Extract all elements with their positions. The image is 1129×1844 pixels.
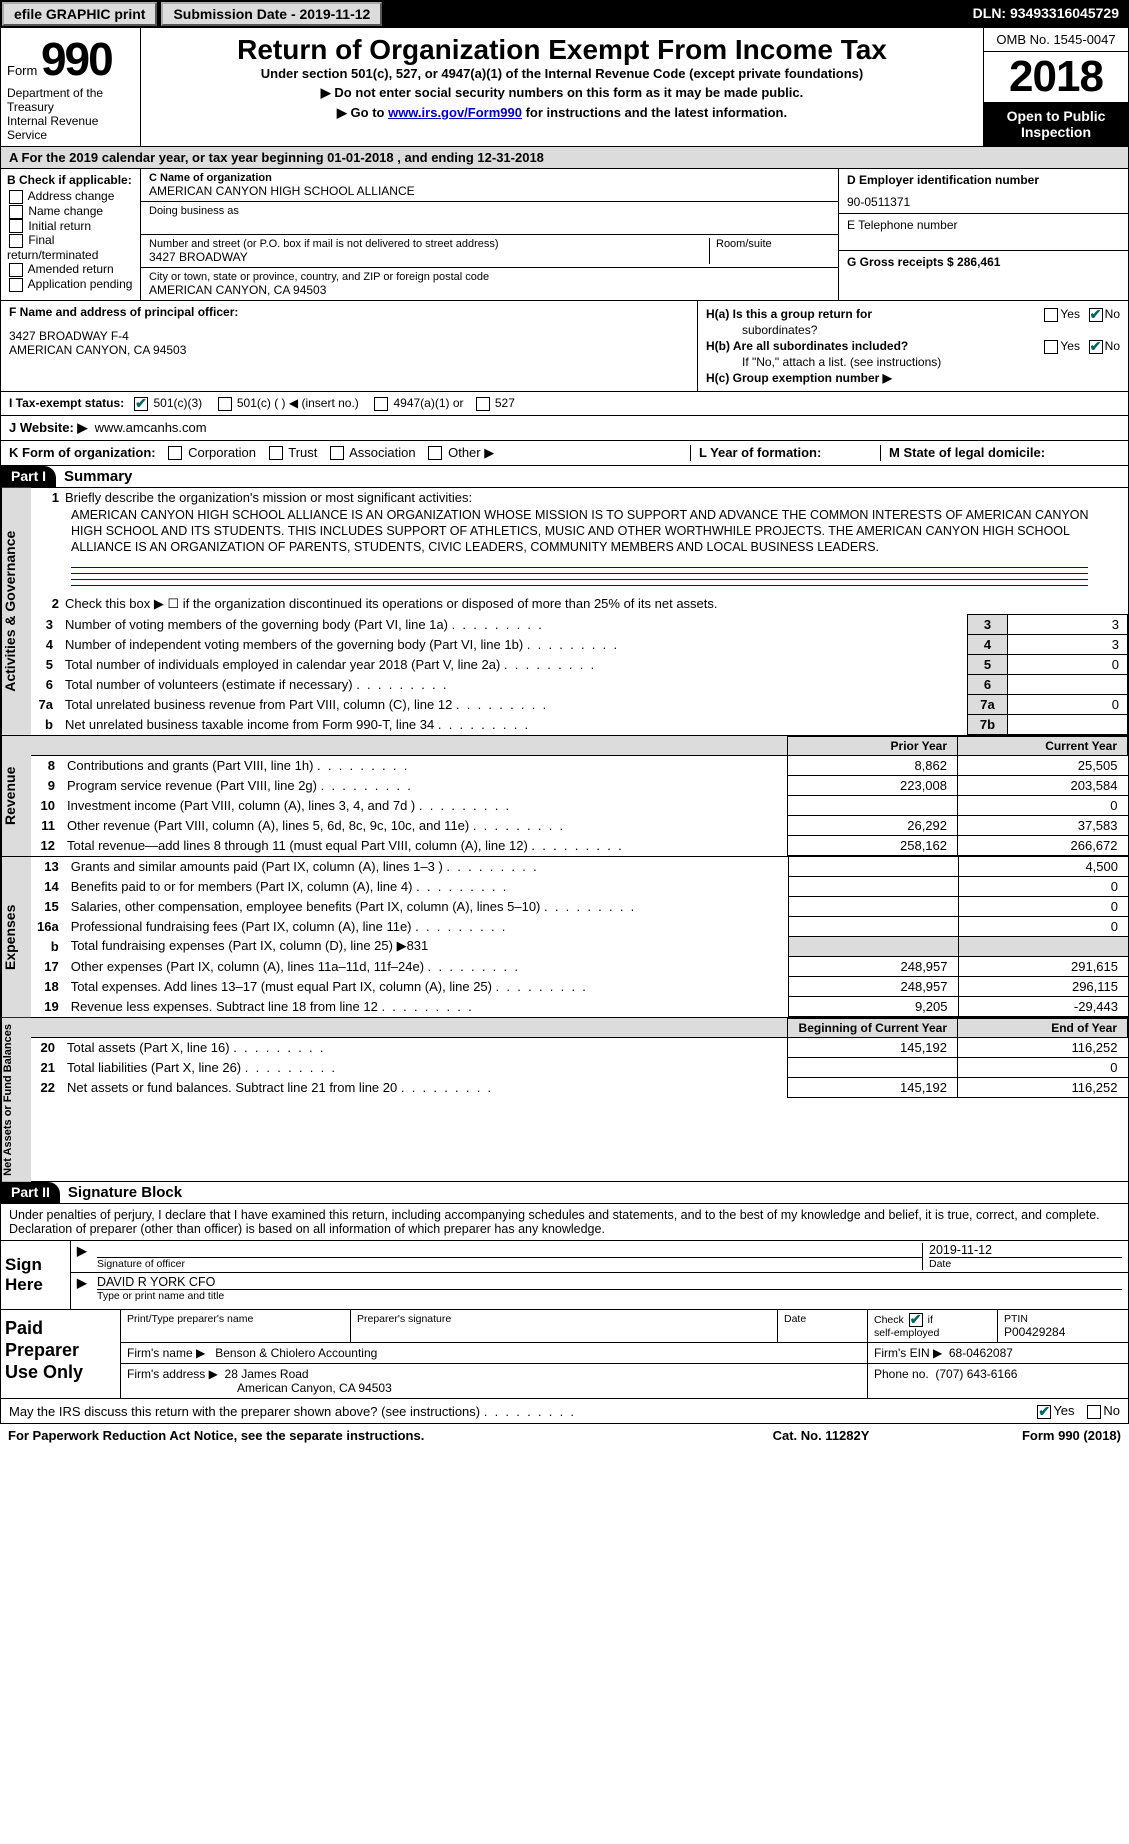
paid-preparer-section: Paid Preparer Use Only Print/Type prepar… — [0, 1310, 1129, 1399]
f-h-row: F Name and address of principal officer:… — [0, 301, 1129, 392]
gross-receipts: G Gross receipts $ 286,461 — [847, 255, 1000, 269]
vtab-governance: Activities & Governance — [1, 488, 31, 735]
submission-date-button[interactable]: Submission Date - 2019-11-12 — [161, 2, 382, 26]
firm-addr2: American Canyon, CA 94503 — [127, 1381, 861, 1395]
discuss-yes-checkbox[interactable] — [1037, 1405, 1051, 1419]
application-pending-checkbox[interactable] — [9, 278, 23, 292]
officer-addr2: AMERICAN CANYON, CA 94503 — [9, 343, 689, 357]
open-inspection: Open to Public Inspection — [984, 102, 1128, 146]
col-b-checkboxes: B Check if applicable: Address change Na… — [1, 169, 141, 300]
firm-phone: (707) 643-6166 — [935, 1367, 1017, 1381]
501c-checkbox[interactable] — [218, 397, 232, 411]
initial-return-checkbox[interactable] — [9, 219, 23, 233]
tax-exempt-status-row: I Tax-exempt status: 501(c)(3) 501(c) ( … — [0, 392, 1129, 416]
firm-addr1: 28 James Road — [225, 1367, 309, 1381]
may-irs-discuss-row: May the IRS discuss this return with the… — [0, 1399, 1129, 1424]
goto-post: for instructions and the latest informat… — [522, 105, 787, 120]
dba-label: Doing business as — [149, 205, 830, 217]
city-state-zip: AMERICAN CANYON, CA 94503 — [149, 283, 830, 297]
expenses-table: 13Grants and similar amounts paid (Part … — [31, 857, 1128, 1017]
dln-label: DLN: 93493316045729 — [963, 0, 1129, 28]
officer-addr1: 3427 BROADWAY F-4 — [9, 329, 689, 343]
irs-link[interactable]: www.irs.gov/Form990 — [388, 105, 522, 120]
part-ii-header: Part II Signature Block — [0, 1182, 1129, 1204]
firm-name: Benson & Chiolero Accounting — [215, 1346, 377, 1360]
street-address: 3427 BROADWAY — [149, 250, 703, 264]
form-number: 990 — [41, 33, 112, 85]
omb-number: OMB No. 1545-0047 — [984, 28, 1128, 52]
ssn-warning: ▶ Do not enter social security numbers o… — [151, 85, 973, 101]
4947-checkbox[interactable] — [374, 397, 388, 411]
goto-pre: ▶ Go to — [337, 105, 388, 120]
net-assets-section: Net Assets or Fund Balances Beginning of… — [0, 1018, 1129, 1183]
amended-return-checkbox[interactable] — [9, 263, 23, 277]
final-return-checkbox[interactable] — [9, 234, 23, 248]
form-of-org-row: K Form of organization: Corporation Trus… — [0, 441, 1129, 466]
expenses-section: Expenses 13Grants and similar amounts pa… — [0, 857, 1129, 1018]
revenue-table: Prior Year Current Year 8Contributions a… — [31, 736, 1128, 856]
discuss-no-checkbox[interactable] — [1087, 1405, 1101, 1419]
trust-checkbox[interactable] — [269, 446, 283, 460]
tax-year: 2018 — [984, 52, 1128, 102]
firm-ein: 68-0462087 — [949, 1346, 1013, 1360]
dept-treasury: Department of the Treasury — [7, 86, 134, 114]
dept-irs: Internal Revenue Service — [7, 114, 134, 142]
name-change-checkbox[interactable] — [9, 205, 23, 219]
officer-sign-date: 2019-11-12 — [929, 1243, 1122, 1258]
revenue-section: Revenue Prior Year Current Year 8Contrib… — [0, 736, 1129, 857]
efile-print-button[interactable]: efile GRAPHIC print — [2, 2, 157, 26]
address-change-checkbox[interactable] — [9, 190, 23, 204]
mission-text: AMERICAN CANYON HIGH SCHOOL ALLIANCE IS … — [31, 507, 1128, 562]
hb-yes-checkbox[interactable] — [1044, 340, 1058, 354]
form-title: Return of Organization Exempt From Incom… — [151, 34, 973, 66]
footer: For Paperwork Reduction Act Notice, see … — [0, 1424, 1129, 1447]
vtab-expenses: Expenses — [1, 857, 31, 1017]
ha-no-checkbox[interactable] — [1089, 308, 1103, 322]
col-c-org-info: C Name of organization AMERICAN CANYON H… — [141, 169, 838, 300]
form-subtitle: Under section 501(c), 527, or 4947(a)(1)… — [151, 66, 973, 81]
527-checkbox[interactable] — [476, 397, 490, 411]
sign-here-label: Sign Here — [1, 1241, 71, 1309]
top-bar: efile GRAPHIC print Submission Date - 20… — [0, 0, 1129, 28]
header-grid: B Check if applicable: Address change Na… — [0, 169, 1129, 301]
signature-block: Under penalties of perjury, I declare th… — [0, 1204, 1129, 1310]
row-a-tax-year: A For the 2019 calendar year, or tax yea… — [0, 147, 1129, 169]
other-checkbox[interactable] — [428, 446, 442, 460]
officer-name-title: DAVID R YORK CFO — [97, 1275, 1122, 1290]
ha-yes-checkbox[interactable] — [1044, 308, 1058, 322]
ptin-value: P00429284 — [1004, 1325, 1122, 1339]
form-header: Form 990 Department of the Treasury Inte… — [0, 28, 1129, 147]
corporation-checkbox[interactable] — [168, 446, 182, 460]
website-row: J Website: ▶ www.amcanhs.com — [0, 416, 1129, 441]
net-assets-table: Beginning of Current Year End of Year 20… — [31, 1018, 1128, 1098]
form-word: Form — [7, 63, 37, 78]
association-checkbox[interactable] — [330, 446, 344, 460]
website-value: www.amcanhs.com — [95, 420, 207, 435]
hb-no-checkbox[interactable] — [1089, 340, 1103, 354]
501c3-checkbox[interactable] — [134, 397, 148, 411]
self-employed-checkbox[interactable] — [909, 1313, 923, 1327]
governance-table: 3Number of voting members of the governi… — [31, 614, 1128, 735]
vtab-revenue: Revenue — [1, 736, 31, 856]
col-d-ein: D Employer identification number 90-0511… — [838, 169, 1128, 300]
org-name: AMERICAN CANYON HIGH SCHOOL ALLIANCE — [149, 184, 830, 198]
penalty-text: Under penalties of perjury, I declare th… — [1, 1204, 1128, 1241]
part-i-header: Part I Summary — [0, 466, 1129, 488]
ein-value: 90-0511371 — [847, 195, 1120, 209]
activities-governance-section: Activities & Governance 1Briefly describ… — [0, 488, 1129, 736]
paid-preparer-label: Paid Preparer Use Only — [1, 1310, 121, 1398]
vtab-net-assets: Net Assets or Fund Balances — [1, 1018, 31, 1182]
